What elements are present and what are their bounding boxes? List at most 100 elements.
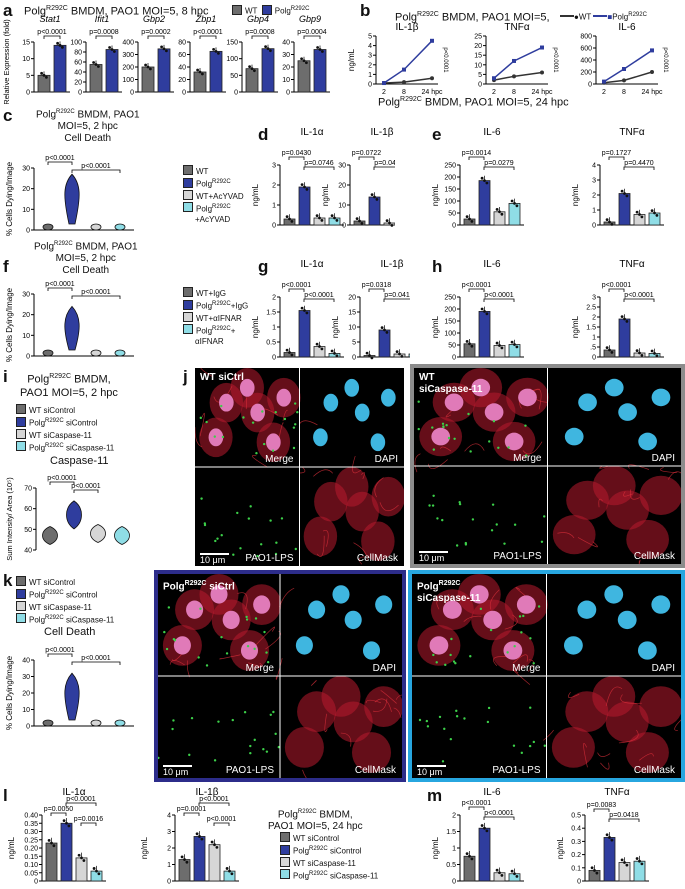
panel-e-1-point [655, 214, 659, 217]
panel-j-left-bacteria [251, 421, 255, 424]
panel-k-left-bacteria [163, 630, 166, 634]
panel-l-1-bar [178, 859, 191, 882]
panel-j-left-nucleus [313, 428, 328, 447]
panel-k-left-bacteria [188, 753, 191, 757]
panel-e-0-point [480, 176, 484, 180]
panel-k-left-cellmask-fiber [393, 707, 402, 718]
panel-m-0-point [498, 871, 501, 875]
panel-e-0-pvalue: p=0.0279 [484, 160, 513, 167]
panel-h-0-bracket [483, 298, 515, 302]
panel-g-0-point [305, 311, 309, 315]
panel-k-left-bacteria [262, 748, 265, 751]
panel-g-1-tick-label: 0 [352, 355, 356, 362]
panel-b-2-tick-label: 400 [580, 58, 592, 65]
panel-k-left-bacteria [165, 647, 169, 651]
panel-j-left-bacteria [247, 517, 251, 520]
panel-l-0-point [92, 867, 96, 870]
panel-c-title: PolgR292C BMDM, PAO1 MOI=5, 2 hpc Cell De… [36, 109, 140, 145]
panel-g-1-ylabel: ng/mL [331, 315, 340, 338]
panel-h-0-bracket [468, 288, 485, 292]
panel-e-1-tick-label: 2 [592, 193, 596, 200]
panel-k-right-cell [639, 686, 681, 727]
panel-e-1-point [635, 210, 639, 214]
panel-e-0-point [483, 179, 486, 182]
panel-d-chart: ng/mL 0 1 2 3 IL-1α p=0.0430 p=0.0746 ng/mL 0 10 20… [251, 127, 395, 230]
panel-j-left-nucleus [344, 378, 360, 397]
panel-k-left-cellmask-fiber [372, 698, 388, 712]
panel-k-left-cellmask-fiber [311, 680, 317, 686]
panel-j-left-cellmask-fiber [322, 530, 329, 547]
panel-d-1-pvalue: p=0.0722 [352, 150, 381, 157]
panel-k-right-tile-label: CellMask [634, 765, 676, 776]
panel-l-0-pvalue: p<0.0001 [66, 796, 95, 803]
panel-g-1-bracket [383, 298, 410, 302]
panel-k-left-bacteria [266, 660, 270, 664]
panel-l-0-point [47, 839, 51, 842]
panel-j-left-cellmask-fiber [361, 472, 365, 480]
panel-a-Zbp1-point [212, 47, 216, 51]
panel-l-0-tick-label: 0 [34, 879, 38, 886]
panel-c-violin [114, 223, 126, 231]
panel-j-left-cellmask-fiber [316, 535, 325, 557]
panel-j-right-cellmask-fiber [667, 471, 681, 480]
panel-j-right-nucleus [638, 432, 657, 451]
panel-l-0-bracket [65, 802, 97, 806]
panel-b-point [602, 79, 606, 84]
panel-k-left-nucleus [186, 600, 204, 619]
panel-c-bracket [71, 169, 121, 173]
panel-j-left-tile-label: DAPI [375, 454, 398, 465]
panel-a-Gbp4-tick-label: 150 [226, 40, 238, 47]
panel-a-title: PolgR292C BMDM, PAO1 MOI=5, 8 hpc [24, 5, 209, 18]
panel-a-Stat1-tick-label: 0 [26, 90, 30, 97]
panel-k-right-bacteria [518, 615, 522, 618]
panel-m-0-point [470, 857, 474, 861]
panel-m-0-point [465, 852, 469, 856]
panel-j-left-cellmask-fiber [353, 542, 368, 561]
panel-a-Gbp2-bracket [147, 35, 165, 39]
panel-j-right-bacteria [540, 540, 544, 544]
panel-j-right-cell [592, 466, 636, 506]
panel-h-0-title: IL-6 [483, 259, 501, 270]
panel-j-right-cellmask-fiber [627, 464, 650, 470]
panel-b-line-WT [493, 71, 543, 81]
panel-j-left-bacteria [296, 411, 299, 414]
panel-d-0-tick-label: 1 [272, 203, 276, 210]
panel-l-1-pvalue: p=0.0001 [177, 806, 206, 813]
panel-k-right-bacteria [520, 751, 524, 755]
panel-k-right-cellmask-fiber [597, 752, 611, 757]
panel-j-left-bacteria [269, 519, 272, 522]
panel-e-0-point [495, 208, 499, 211]
panel-l-1-title: IL-1β [196, 787, 219, 798]
panel-k-left-bacteria [265, 750, 269, 753]
panel-k-right-nucleus [651, 595, 671, 614]
panel-b-title: IL-1β [396, 22, 419, 33]
panel-e-1-title: TNFα [619, 127, 644, 138]
panel-e-0-bar [478, 180, 491, 226]
panel-d-1-bar [368, 196, 381, 226]
panel-k-right-cellmask-fiber [504, 614, 518, 630]
panel-e-1-point [653, 211, 656, 215]
panel-c-tick-label: 0 [26, 228, 30, 235]
panel-j-right-bacteria [467, 412, 470, 416]
panel-a-Stat1-tick-label: 10 [22, 56, 30, 63]
panel-m-1-point [593, 869, 596, 872]
panel-m-1-tick-label: 0 [577, 879, 581, 886]
panel-j-left-nucleus [381, 388, 396, 407]
panel-i-pvalue: p<0.0001 [47, 475, 76, 482]
panel-j-right-bacteria [513, 523, 517, 526]
panel-a-Stat1-bar [53, 44, 67, 93]
panel-a-Gbp2-tick-label: 200 [122, 65, 134, 72]
panel-m-0-bracket [483, 816, 515, 820]
panel-a-Gbp9-point [321, 50, 324, 53]
panel-l-1-point [185, 860, 189, 864]
panel-e-0-bracket [483, 166, 515, 170]
panel-l-title: PolgR292C BMDM, PAO1 MOI=5, 24 hpc [268, 809, 363, 833]
panel-k-right-cell [625, 732, 669, 773]
panel-h-0-point [468, 342, 471, 346]
panel-g-1-point [370, 356, 374, 360]
panel-l-1-bar [193, 836, 206, 882]
panel-k-right-cellmask-fiber [600, 762, 610, 770]
panel-j-right-bacteria [453, 437, 456, 440]
panel-a-Gbp9-point [318, 48, 322, 51]
panel-k-right-nucleus [604, 585, 624, 604]
